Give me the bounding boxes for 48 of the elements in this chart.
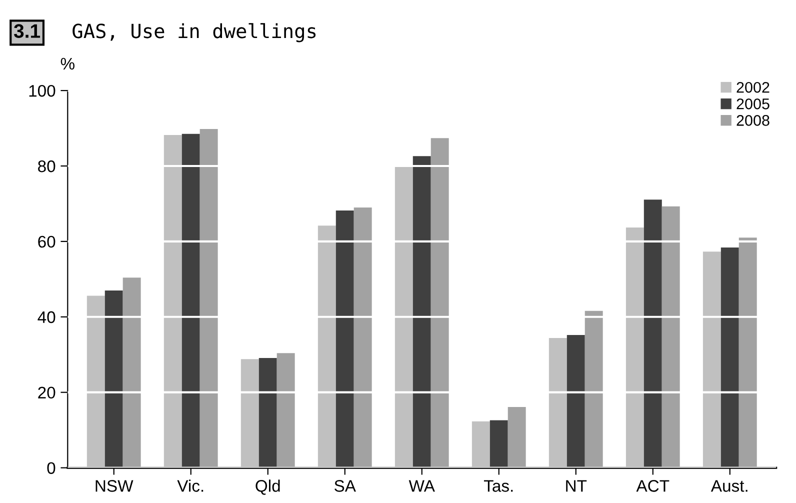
y-tick-label: 60 bbox=[38, 236, 56, 248]
legend-label: 2005 bbox=[736, 98, 770, 110]
legend-label: 2008 bbox=[736, 115, 770, 126]
bar bbox=[200, 129, 218, 468]
bar bbox=[86, 296, 105, 468]
y-tick-label: 40 bbox=[38, 311, 56, 324]
x-tick-label: Vic. bbox=[177, 480, 204, 492]
bar bbox=[720, 247, 739, 468]
y-tick-label: 20 bbox=[38, 386, 56, 399]
bar bbox=[276, 353, 295, 468]
bar bbox=[566, 335, 585, 468]
bar bbox=[336, 210, 354, 468]
bar bbox=[662, 206, 680, 468]
text: 3.1 bbox=[14, 24, 40, 38]
bar bbox=[738, 238, 757, 468]
bar bbox=[472, 421, 490, 468]
bar bbox=[626, 227, 644, 468]
x-tick-label: Tas. bbox=[484, 480, 513, 492]
bar bbox=[164, 135, 182, 468]
bar bbox=[354, 207, 372, 468]
y-tick-label: 80 bbox=[38, 160, 56, 172]
bar bbox=[508, 407, 526, 468]
x-tick-label: Aust. bbox=[710, 480, 748, 492]
bar bbox=[240, 359, 259, 468]
x-tick-label: NSW bbox=[96, 480, 134, 492]
x-tick-label: NT bbox=[566, 480, 587, 492]
bar bbox=[104, 290, 123, 468]
legend-label: 2002 bbox=[736, 82, 770, 93]
bar bbox=[412, 156, 431, 468]
bar bbox=[394, 166, 413, 468]
y-tick-label: 0 bbox=[47, 462, 56, 474]
x-tick-label: Qld bbox=[256, 480, 280, 495]
x-tick-label: WA bbox=[408, 480, 435, 492]
chart-title: GAS, Use in dwellings bbox=[72, 23, 316, 42]
bar bbox=[702, 252, 721, 468]
bar bbox=[644, 200, 662, 468]
bar bbox=[318, 226, 336, 468]
bar bbox=[182, 134, 200, 468]
bar bbox=[548, 338, 567, 468]
bar bbox=[584, 310, 603, 468]
bar bbox=[122, 278, 141, 468]
x-tick-label: SA bbox=[334, 480, 356, 492]
bar bbox=[430, 138, 449, 468]
y-tick-label: 100 bbox=[29, 84, 56, 97]
x-tick-label: ACT bbox=[636, 480, 670, 492]
bar bbox=[258, 358, 277, 468]
y-axis-title: % bbox=[60, 58, 74, 70]
bar bbox=[490, 420, 508, 468]
